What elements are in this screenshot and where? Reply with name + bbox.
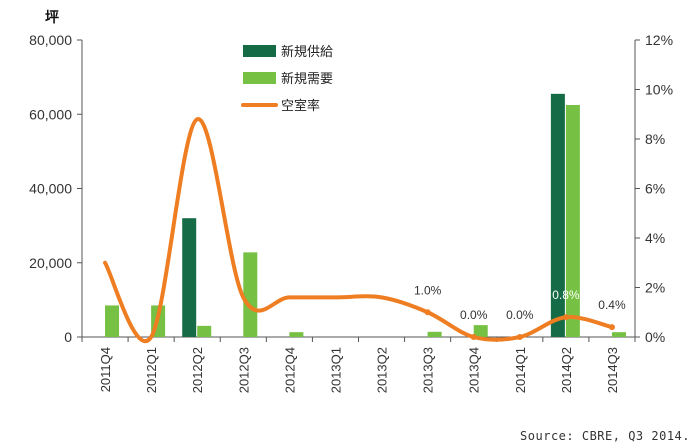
left-tick-label: 60,000: [29, 106, 72, 122]
x-tick-label: 2013Q1: [328, 347, 343, 393]
right-tick-label: 8%: [645, 131, 665, 147]
demand-bar: [289, 332, 304, 337]
legend-label: 新規供給: [281, 44, 333, 60]
vacancy-rate-line: [103, 117, 614, 343]
legend-label: 新規需要: [281, 71, 333, 87]
demand-bar: [105, 305, 120, 337]
vacancy-rate-path: [103, 117, 614, 343]
left-tick-label: 40,000: [29, 181, 72, 197]
left-tick-label: 0: [64, 329, 72, 345]
vacancy-rate-marker: [608, 324, 615, 331]
vacancy-rate-marker: [424, 309, 431, 316]
right-tick-label: 0%: [645, 329, 665, 345]
legend-swatch: [243, 72, 276, 84]
vacancy-rate-label: 1.0%: [414, 283, 442, 297]
vacancy-rate-marker: [470, 334, 477, 340]
vacancy-rate-label: 0.0%: [506, 308, 534, 322]
supply-bar: [550, 93, 565, 337]
legend-label: 空室率: [281, 98, 320, 114]
demand-bar: [565, 104, 580, 337]
x-tick-label: 2014Q1: [513, 347, 528, 393]
demand-bar: [197, 325, 212, 337]
x-tick-label: 2013Q2: [375, 347, 390, 393]
vacancy-rate-label: 0.4%: [598, 298, 626, 312]
x-tick-label: 2014Q2: [559, 347, 574, 393]
right-tick-label: 6%: [645, 181, 665, 197]
legend-swatch: [243, 45, 276, 57]
bars: [105, 93, 626, 337]
x-tick-label: 2012Q3: [236, 347, 251, 393]
right-tick-label: 4%: [645, 230, 665, 246]
data-labels: 1.0% 0.0% 0.0% 0.8% 0.4%: [414, 283, 626, 340]
x-tick-label: 2011Q4: [98, 347, 113, 392]
source-note: Source: CBRE, Q3 2014.: [520, 429, 690, 443]
x-tick-label: 2012Q2: [190, 347, 205, 393]
x-tick-label: 2013Q3: [421, 347, 436, 393]
vacancy-rate-label: 0.0%: [460, 308, 488, 322]
right-tick-label: 10%: [645, 82, 673, 98]
left-axis-unit: 坪: [45, 10, 59, 26]
axes: 0 20,000 40,000 60,000 80,000 0% 2% 4% 6% 8% 10% 12…: [29, 32, 673, 393]
demand-bar: [611, 332, 626, 337]
right-tick-label: 2%: [645, 280, 665, 296]
x-tick-label: 2014Q3: [605, 347, 620, 393]
x-tick-label: 2012Q4: [282, 347, 297, 393]
left-tick-label: 80,000: [29, 32, 72, 48]
vacancy-rate-marker: [516, 334, 523, 340]
demand-bar: [427, 331, 442, 337]
supply-bar: [182, 218, 197, 337]
vacancy-rate-marker: [562, 314, 569, 321]
left-tick-label: 20,000: [29, 255, 72, 271]
demand-bar: [473, 325, 488, 337]
vacancy-rate-label: 0.8%: [552, 288, 580, 302]
x-tick-label: 2012Q1: [144, 347, 159, 393]
demand-bar: [243, 252, 258, 337]
x-tick-label: 2013Q4: [467, 347, 482, 393]
right-tick-label: 12%: [645, 32, 673, 48]
